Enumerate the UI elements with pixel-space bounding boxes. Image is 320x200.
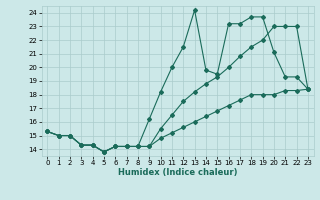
X-axis label: Humidex (Indice chaleur): Humidex (Indice chaleur) — [118, 168, 237, 177]
